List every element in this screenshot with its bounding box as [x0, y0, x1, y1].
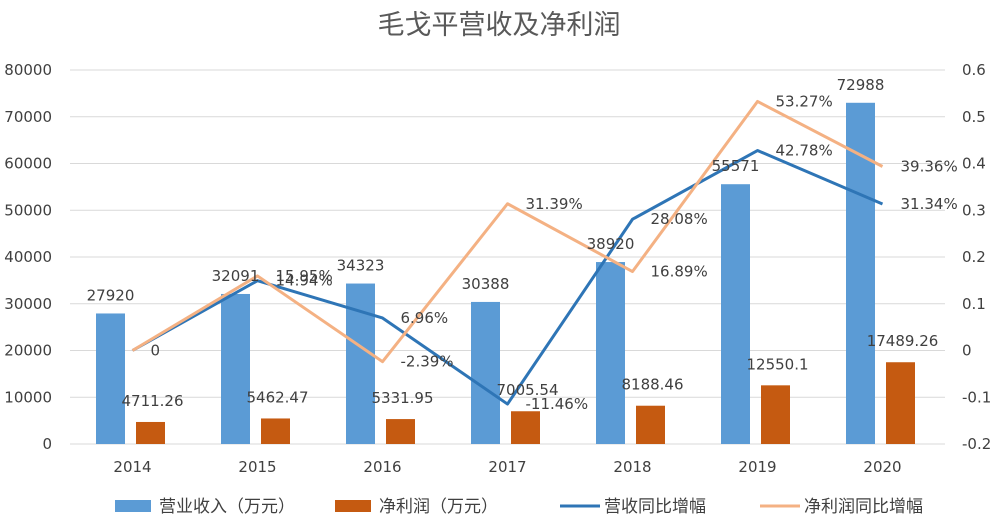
data-label: 72988 [837, 76, 885, 94]
x-tick-label: 2020 [863, 458, 901, 476]
data-label: 16.89% [651, 263, 708, 281]
bar [261, 418, 290, 444]
data-label: 0 [151, 342, 161, 360]
data-label: 39.36% [901, 157, 958, 175]
data-label: 30388 [462, 275, 510, 293]
left-tick-label: 10000 [4, 388, 52, 406]
bar [761, 385, 790, 444]
data-label: 5462.47 [246, 388, 308, 406]
data-label: 6.96% [401, 309, 449, 327]
right-tick-label: 0.5 [962, 108, 986, 126]
series-line [131, 149, 884, 406]
left-tick-label: 30000 [4, 295, 52, 313]
data-label: 28.08% [651, 210, 708, 228]
data-label: 34323 [337, 257, 385, 275]
legend-label: 净利润同比增幅 [804, 497, 923, 517]
data-label: 4711.26 [121, 392, 183, 410]
data-label: 5331.95 [371, 389, 433, 407]
x-tick-label: 2016 [363, 458, 401, 476]
x-tick-label: 2019 [738, 458, 776, 476]
legend-label: 营业收入（万元） [159, 497, 295, 517]
right-tick-label: 0.2 [962, 248, 986, 266]
legend: 营业收入（万元） 净利润（万元） 营收同比增幅 净利润同比增幅 [115, 497, 923, 517]
bar-series [96, 102, 915, 445]
x-tick-label: 2018 [613, 458, 651, 476]
data-label: 17489.26 [867, 332, 939, 350]
data-label: 31.39% [526, 195, 583, 213]
right-tick-label: 0.3 [962, 201, 986, 219]
right-tick-label: 0.4 [962, 155, 986, 173]
x-tick-label: 2014 [113, 458, 151, 476]
data-label: 55571 [712, 157, 760, 175]
data-label: 14.94% [276, 272, 333, 290]
data-label: 53.27% [776, 92, 833, 110]
x-tick-label: 2017 [488, 458, 526, 476]
bar [886, 362, 915, 444]
left-tick-label: 60000 [4, 155, 52, 173]
bar [96, 313, 125, 444]
left-tick-label: 40000 [4, 248, 52, 266]
legend-label: 净利润（万元） [379, 497, 498, 517]
data-label: -11.46% [526, 395, 589, 413]
bar [596, 262, 625, 444]
right-tick-label: -0.2 [962, 435, 991, 453]
data-label: 42.78% [776, 142, 833, 160]
chart-title: 毛戈平营收及净利润 [378, 10, 621, 41]
data-label: 12550.1 [746, 355, 808, 373]
data-labels: 27920 32091 34323 30388 38920 55571 72988 4711.… [87, 76, 958, 413]
bar [386, 419, 415, 444]
data-label: 27920 [87, 286, 135, 304]
data-label: 38920 [587, 235, 635, 253]
data-label: 31.34% [901, 195, 958, 213]
bar [511, 411, 540, 444]
left-axis-ticks: 0 10000 20000 30000 40000 50000 60000 70000 8000… [4, 61, 52, 453]
legend-swatch [335, 500, 371, 512]
legend-swatch [115, 500, 151, 512]
data-label: 15.95% [276, 267, 333, 285]
series-line [131, 99, 884, 364]
x-tick-label: 2015 [238, 458, 276, 476]
data-label: 32091 [212, 267, 260, 285]
bar [221, 293, 250, 444]
right-tick-label: -0.1 [962, 388, 991, 406]
bar [636, 405, 665, 444]
bar [136, 421, 165, 444]
data-label: 7005.54 [496, 381, 558, 399]
bar [471, 301, 500, 444]
bar [721, 184, 750, 445]
left-tick-label: 50000 [4, 201, 52, 219]
line-series [131, 99, 884, 406]
left-tick-label: 80000 [4, 61, 52, 79]
left-tick-label: 0 [42, 435, 52, 453]
right-tick-label: 0.6 [962, 61, 986, 79]
left-tick-label: 20000 [4, 342, 52, 360]
left-tick-label: 70000 [4, 108, 52, 126]
x-axis-ticks: 2014 2015 2016 2017 2018 2019 2020 [113, 458, 901, 476]
data-label: -2.39% [401, 353, 454, 371]
right-tick-label: 0 [962, 342, 972, 360]
right-tick-label: 0.1 [962, 295, 986, 313]
legend-label: 营收同比增幅 [604, 497, 706, 517]
data-label: 8188.46 [621, 376, 683, 394]
right-axis-ticks: -0.2 -0.1 0 0.1 0.2 0.3 0.4 0.5 0.6 [962, 61, 991, 453]
